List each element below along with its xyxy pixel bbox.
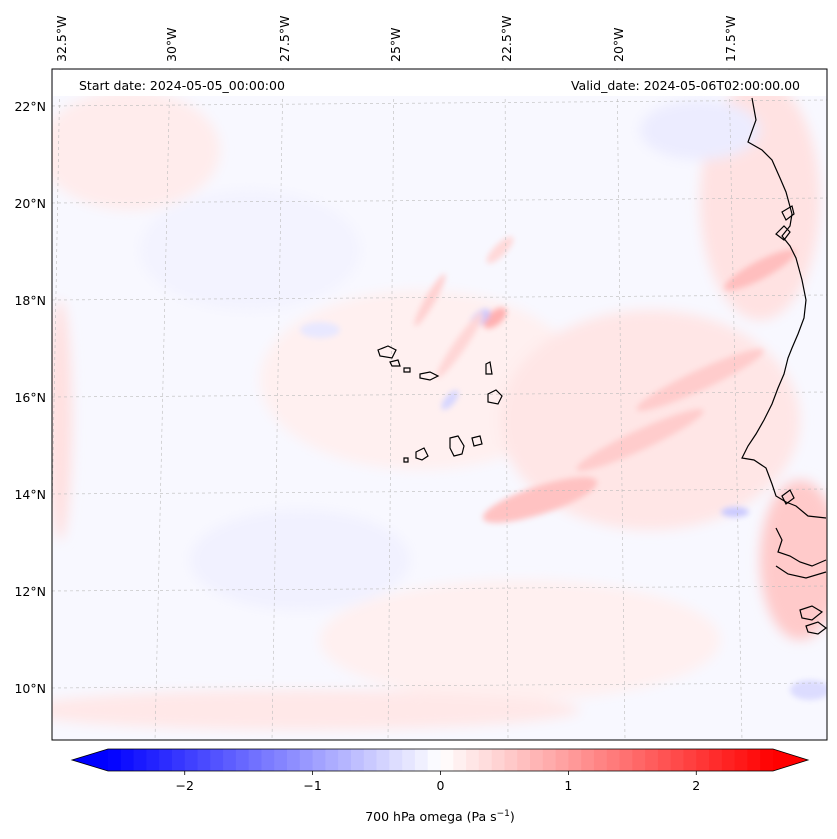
colorbar-cell — [133, 749, 147, 771]
colorbar-cell — [312, 749, 327, 771]
cape-verde-islands — [377, 345, 503, 463]
colorbar-cell — [760, 749, 774, 771]
colorbar-cell — [223, 749, 237, 771]
colorbar-cell — [670, 749, 685, 771]
colorbar-cell — [555, 749, 569, 771]
lon-label: 22.5°W — [499, 16, 514, 62]
lat-label: 12°N — [14, 584, 46, 599]
colorbar-tick-label: 0 — [437, 778, 445, 793]
colorbar-cell — [402, 749, 416, 771]
colorbar-cell — [350, 749, 365, 771]
colorbar-cell — [632, 749, 646, 771]
colorbar: −2 −1 0 1 2 700 hPa omega (Pa s−1) — [70, 748, 810, 824]
colorbar-cell — [363, 749, 378, 771]
lon-label: 30°W — [164, 27, 179, 62]
lon-label: 27.5°W — [277, 16, 292, 62]
colorbar-extend-low — [72, 749, 108, 771]
colorbar-cell — [453, 749, 467, 771]
coastline — [741, 97, 827, 635]
colorbar-cell — [568, 749, 582, 771]
colorbar-cell — [645, 749, 659, 771]
lon-label: 32.5°W — [54, 16, 69, 62]
colorbar-cell — [414, 749, 429, 771]
lat-label: 16°N — [14, 390, 46, 405]
colorbar-cell — [159, 749, 173, 771]
colorbar-cell — [747, 749, 761, 771]
colorbar-cell — [274, 749, 288, 771]
longitude-labels: 32.5°W 30°W 27.5°W 25°W 22.5°W 20°W 17.5… — [54, 16, 738, 62]
colorbar-cell — [530, 749, 544, 771]
colorbar-cell — [517, 749, 531, 771]
colorbar-cell — [210, 749, 224, 771]
colorbar-cell — [248, 749, 263, 771]
colorbar-cell — [376, 749, 390, 771]
colorbar-tick-label: −1 — [303, 778, 321, 793]
colorbar-cell — [184, 749, 199, 771]
colorbar-cell — [593, 749, 608, 771]
colorbar-cell — [338, 749, 352, 771]
lat-label: 14°N — [14, 487, 46, 502]
colorbar-cells — [108, 749, 774, 771]
lat-label: 20°N — [14, 196, 46, 211]
latitude-labels: 22°N 20°N 18°N 16°N 14°N 12°N 10°N — [14, 99, 46, 696]
colorbar-tick-label: 2 — [692, 778, 700, 793]
lon-label: 17.5°W — [723, 16, 738, 62]
colorbar-cell — [466, 749, 480, 771]
colorbar-cell — [491, 749, 506, 771]
colorbar-tick-label: 1 — [564, 778, 572, 793]
colorbar-cell — [287, 749, 301, 771]
colorbar-cell — [619, 749, 633, 771]
lon-label: 25°W — [388, 27, 403, 62]
colorbar-cell — [721, 749, 736, 771]
colorbar-cell — [504, 749, 518, 771]
colorbar-cell — [171, 749, 186, 771]
lat-label: 18°N — [14, 293, 46, 308]
colorbar-cell — [427, 749, 442, 771]
colorbar-cell — [606, 749, 621, 771]
colorbar-cell — [440, 749, 454, 771]
colorbar-tick-label: −2 — [176, 778, 194, 793]
colorbar-cell — [389, 749, 403, 771]
colorbar-cell — [657, 749, 672, 771]
lat-label: 10°N — [14, 681, 46, 696]
colorbar-cell — [325, 749, 339, 771]
lat-label: 22°N — [14, 99, 46, 114]
colorbar-cell — [478, 749, 493, 771]
colorbar-cell — [696, 749, 710, 771]
colorbar-ticks: −2 −1 0 1 2 — [176, 771, 700, 793]
colorbar-cell — [108, 749, 122, 771]
omega-field — [52, 80, 827, 730]
colorbar-cell — [709, 749, 723, 771]
header-strip — [53, 70, 826, 96]
colorbar-cell — [299, 749, 314, 771]
lon-label: 20°W — [611, 27, 626, 62]
colorbar-cell — [235, 749, 250, 771]
colorbar-cell — [734, 749, 749, 771]
colorbar-label: 700 hPa omega (Pa s−1) — [365, 809, 515, 824]
colorbar-outline — [70, 748, 810, 772]
map-frame — [51, 68, 828, 741]
colorbar-extend-high — [773, 749, 808, 771]
start-date-label: Start date: 2024-05-05_00:00:00 — [79, 78, 285, 93]
colorbar-cell — [683, 749, 697, 771]
colorbar-cell — [581, 749, 595, 771]
gridlines — [52, 69, 827, 740]
colorbar-cell — [120, 749, 135, 771]
colorbar-cell — [146, 749, 160, 771]
colorbar-cell — [197, 749, 211, 771]
valid-date-label: Valid_date: 2024-05-06T02:00:00.00 — [571, 78, 800, 93]
colorbar-cell — [261, 749, 275, 771]
colorbar-cell — [542, 749, 557, 771]
